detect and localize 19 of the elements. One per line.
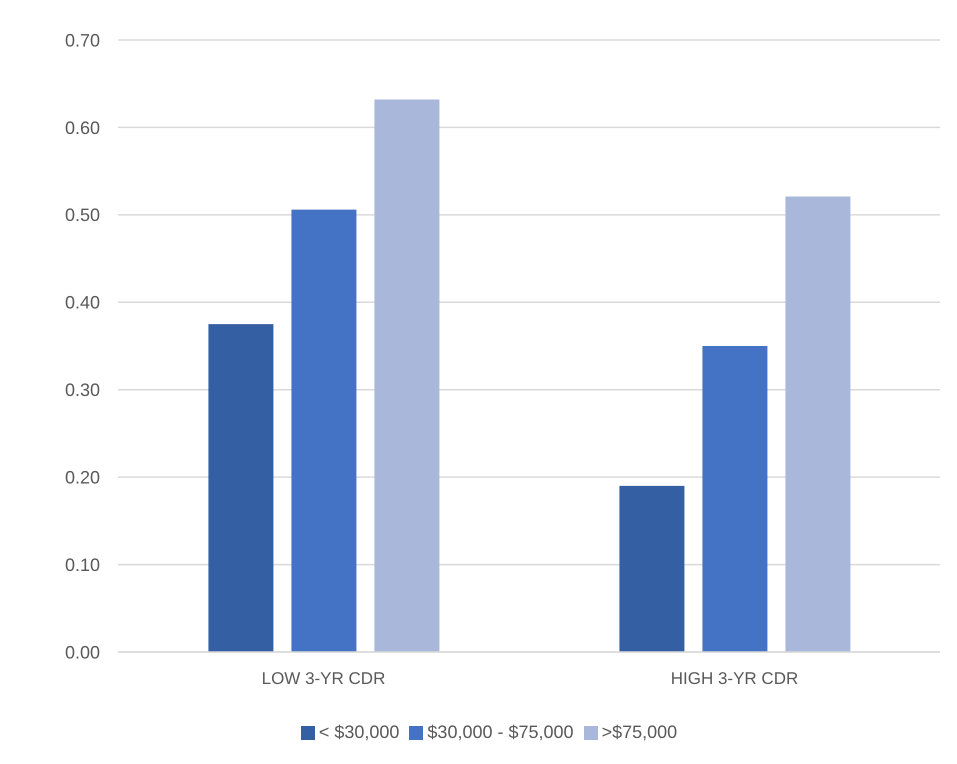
bar: [785, 196, 850, 652]
bar: [374, 99, 440, 652]
y-tick-label: 0.70: [64, 30, 100, 50]
y-tick-label: 0.50: [64, 205, 100, 226]
bar: [619, 486, 684, 652]
bar: [291, 210, 356, 652]
y-tick-label: 0.10: [64, 554, 100, 575]
bar: [208, 324, 274, 652]
y-tick-label: 0.00: [64, 642, 100, 662]
legend-label: >$75,000: [602, 722, 678, 742]
x-tick-label: LOW 3-YR CDR: [262, 669, 386, 688]
y-tick-label: 0.30: [64, 380, 100, 400]
x-tick-label: HIGH 3-YR CDR: [670, 669, 798, 688]
legend-label: < $30,000: [318, 722, 400, 742]
y-tick-label: 0.40: [64, 292, 100, 313]
legend-label: $30,000 - $75,000: [427, 722, 574, 742]
bar: [702, 346, 768, 652]
y-tick-label: 0.20: [64, 468, 100, 488]
y-tick-label: 0.60: [64, 118, 100, 138]
